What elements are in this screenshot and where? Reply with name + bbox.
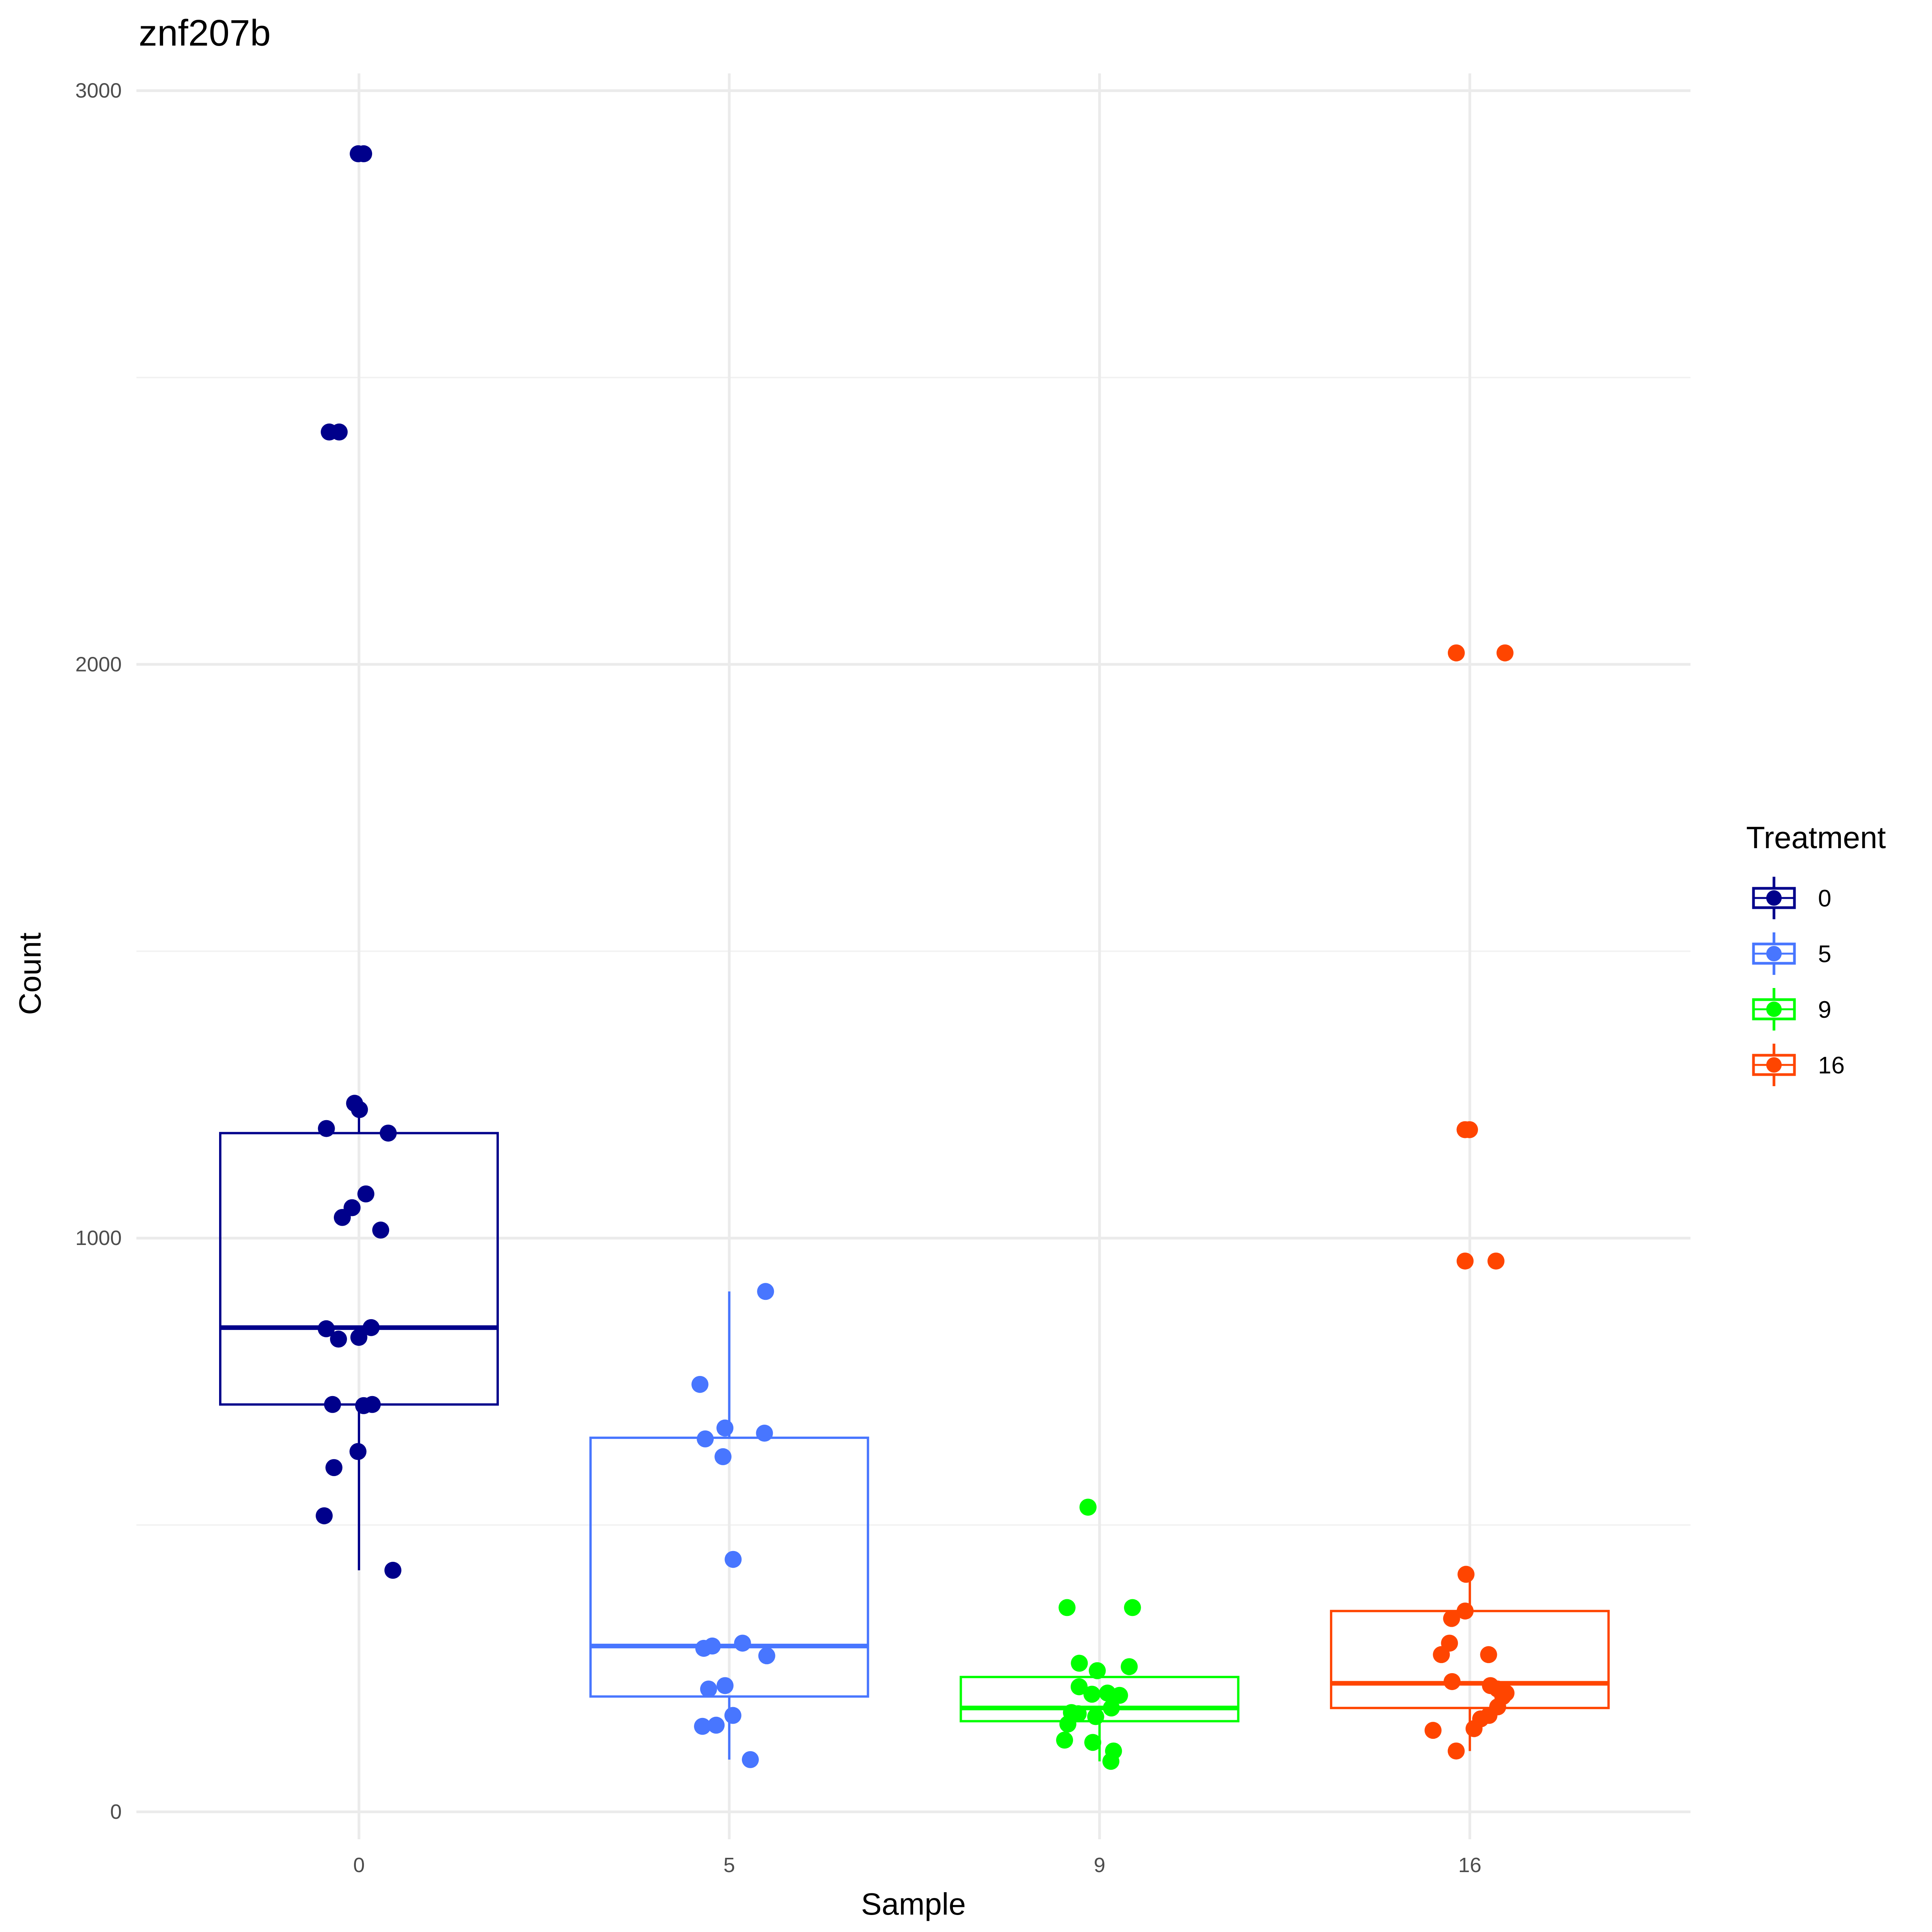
gridlines	[136, 73, 1690, 1839]
y-axis-ticks: 0 1000 2000 3000	[75, 79, 122, 1823]
data-point	[716, 1419, 734, 1437]
y-tick-label: 2000	[75, 653, 122, 676]
data-point	[324, 1396, 341, 1413]
data-point	[1070, 1705, 1087, 1723]
data-point	[694, 1718, 711, 1735]
data-point	[350, 1329, 367, 1346]
legend-label: 5	[1818, 941, 1831, 968]
data-point	[724, 1707, 742, 1724]
data-point	[1443, 1610, 1460, 1627]
y-tick-label: 0	[110, 1800, 122, 1823]
data-point	[1103, 1699, 1120, 1717]
data-point	[330, 423, 348, 441]
data-point	[757, 1283, 774, 1300]
data-point	[1083, 1685, 1100, 1703]
legend-point	[1766, 1057, 1782, 1073]
data-point	[318, 1320, 335, 1337]
data-point	[724, 1551, 742, 1568]
data-point	[1084, 1734, 1102, 1751]
legend-title: Treatment	[1746, 820, 1886, 855]
data-point	[1071, 1655, 1088, 1672]
legend-label: 16	[1818, 1052, 1845, 1079]
data-point	[1056, 1731, 1073, 1749]
data-point	[1496, 644, 1514, 662]
x-axis-ticks: 0 5 9 16	[353, 1854, 1481, 1877]
data-point	[1058, 1599, 1076, 1616]
points	[316, 145, 1515, 1770]
data-point	[1487, 1252, 1505, 1270]
data-point	[1461, 1121, 1478, 1138]
data-point	[325, 1459, 343, 1476]
data-point	[1087, 1708, 1104, 1725]
legend-point	[1766, 890, 1782, 906]
data-point	[756, 1425, 773, 1442]
data-point	[318, 1120, 335, 1137]
data-point	[700, 1680, 717, 1698]
data-point	[1458, 1566, 1475, 1583]
data-point	[1447, 644, 1465, 662]
data-point	[384, 1561, 401, 1579]
data-point	[742, 1751, 759, 1768]
data-point	[1443, 1673, 1461, 1690]
y-tick-label: 1000	[75, 1226, 122, 1250]
data-point	[1456, 1602, 1474, 1620]
data-point	[379, 1124, 397, 1142]
x-tick-label: 0	[353, 1854, 365, 1877]
data-point	[357, 1185, 374, 1202]
data-point	[349, 1443, 367, 1460]
data-point	[758, 1647, 776, 1665]
data-point	[1424, 1722, 1442, 1739]
data-point	[355, 1397, 372, 1414]
data-point	[1124, 1599, 1141, 1616]
data-point	[333, 1209, 351, 1226]
data-point	[1465, 1720, 1483, 1737]
data-point	[1079, 1498, 1097, 1516]
data-point	[714, 1448, 732, 1465]
data-point	[716, 1677, 734, 1694]
data-point	[734, 1634, 751, 1652]
legend-point	[1766, 946, 1782, 961]
y-axis-label: Count	[13, 932, 47, 1015]
data-point	[691, 1376, 709, 1393]
x-tick-label: 5	[723, 1854, 735, 1877]
chart-title: znf207b	[139, 12, 271, 54]
data-point	[355, 145, 372, 162]
data-point	[1111, 1687, 1128, 1704]
data-point	[1070, 1678, 1088, 1696]
data-point	[1480, 1646, 1497, 1663]
legend-label: 9	[1818, 997, 1831, 1023]
x-tick-label: 9	[1094, 1854, 1105, 1877]
data-point	[1088, 1662, 1106, 1679]
data-point	[1447, 1742, 1465, 1760]
data-point	[1433, 1646, 1450, 1663]
data-point	[351, 1101, 368, 1118]
data-point	[330, 1330, 347, 1348]
data-point	[1456, 1252, 1474, 1270]
legend: Treatment 0 5 9 16	[1746, 820, 1886, 1086]
data-point	[695, 1639, 713, 1657]
legend-label: 0	[1818, 885, 1831, 912]
data-point	[697, 1430, 714, 1447]
x-tick-label: 16	[1458, 1854, 1481, 1877]
data-point	[1102, 1753, 1119, 1770]
x-axis-label: Sample	[861, 1887, 966, 1921]
data-point	[372, 1221, 389, 1239]
box-5	[589, 1436, 869, 1698]
data-point	[1059, 1715, 1077, 1733]
data-point	[362, 1319, 380, 1336]
legend-point	[1766, 1002, 1782, 1017]
y-tick-label: 3000	[75, 79, 122, 102]
data-point	[707, 1716, 725, 1734]
data-point	[316, 1507, 333, 1524]
data-point	[1121, 1658, 1138, 1675]
